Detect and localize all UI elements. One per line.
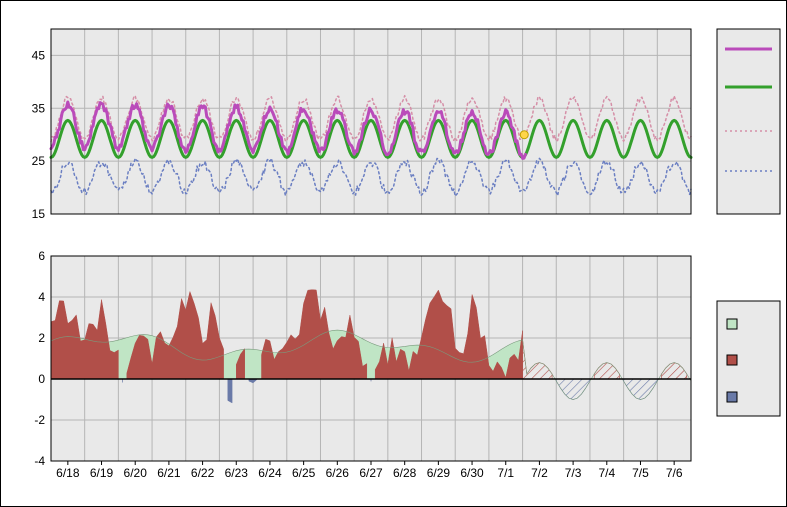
bottom-legend-swatch [727, 392, 737, 402]
x-tick-label: 6/20 [124, 466, 148, 480]
bottom-y-tick-label: 6 [38, 249, 45, 263]
x-tick-label: 6/21 [157, 466, 181, 480]
top-legend [717, 29, 780, 214]
x-tick-label: 7/2 [531, 466, 548, 480]
x-tick-label: 6/30 [460, 466, 484, 480]
bottom-legend-swatch [727, 319, 737, 329]
x-tick-label: 6/23 [225, 466, 249, 480]
x-tick-label: 6/26 [326, 466, 350, 480]
bottom-legend-swatch [727, 355, 737, 365]
x-tick-label: 7/6 [666, 466, 683, 480]
bottom-y-tick-label: 4 [38, 290, 45, 304]
bottom-y-tick-label: 2 [38, 331, 45, 345]
x-tick-label: 6/18 [56, 466, 80, 480]
x-tick-label: 7/5 [632, 466, 649, 480]
bottom-legend [717, 301, 780, 416]
x-tick-label: 6/22 [191, 466, 215, 480]
chart-root: 25 35 45 15 -4 -2 0 2 4 6 6/18 6/19 6/20 6/21 6/22 6/23… [1, 1, 786, 506]
bottom-y-tick-label: 0 [38, 372, 45, 386]
top-y-tick-label: 15 [32, 207, 46, 221]
x-tick-label: 6/27 [359, 466, 383, 480]
x-tick-label: 6/19 [90, 466, 114, 480]
x-tick-label: 6/25 [292, 466, 316, 480]
bottom-y-tick-label: -4 [34, 454, 45, 468]
current-marker [520, 131, 528, 139]
x-tick-label: 7/3 [565, 466, 582, 480]
x-tick-label: 7/4 [598, 466, 615, 480]
x-tick-label: 6/28 [393, 466, 417, 480]
top-y-tick-label: 35 [32, 101, 46, 115]
bottom-y-tick-label: -2 [34, 413, 45, 427]
x-tick-label: 7/1 [497, 466, 514, 480]
x-tick-label: 6/24 [258, 466, 282, 480]
top-y-tick-label: 45 [32, 48, 46, 62]
x-tick-label: 6/29 [427, 466, 451, 480]
top-y-tick-label: 25 [32, 154, 46, 168]
